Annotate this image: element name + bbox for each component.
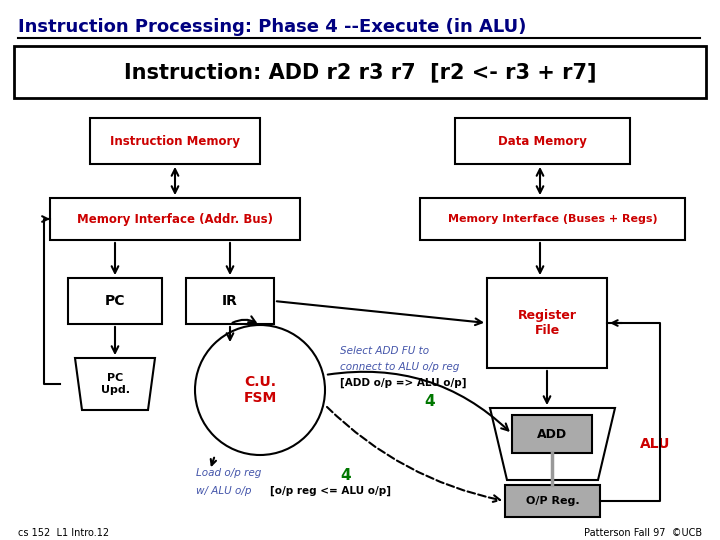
Text: C.U.
FSM: C.U. FSM bbox=[243, 375, 276, 405]
Bar bbox=[455, 118, 630, 164]
Text: w/ ALU o/p: w/ ALU o/p bbox=[196, 486, 255, 496]
Text: [o/p reg <= ALU o/p]: [o/p reg <= ALU o/p] bbox=[270, 486, 391, 496]
Text: ADD: ADD bbox=[537, 428, 567, 441]
Text: Memory Interface (Buses + Regs): Memory Interface (Buses + Regs) bbox=[448, 214, 657, 224]
Text: Load o/p reg: Load o/p reg bbox=[196, 468, 261, 478]
Bar bbox=[512, 415, 592, 453]
Polygon shape bbox=[490, 408, 615, 480]
Bar bbox=[487, 278, 607, 368]
Text: O/P Reg.: O/P Reg. bbox=[526, 496, 580, 506]
Text: Instruction: ADD r2 r3 r7  [r2 <- r3 + r7]: Instruction: ADD r2 r3 r7 [r2 <- r3 + r7… bbox=[124, 62, 596, 82]
Ellipse shape bbox=[195, 325, 325, 455]
Text: [ADD o/p => ALU o/p]: [ADD o/p => ALU o/p] bbox=[340, 378, 467, 388]
Text: ALU: ALU bbox=[640, 437, 670, 451]
Text: Instruction Memory: Instruction Memory bbox=[110, 134, 240, 147]
Polygon shape bbox=[75, 358, 155, 410]
Bar bbox=[50, 198, 300, 240]
Text: IR: IR bbox=[222, 294, 238, 308]
Bar bbox=[420, 198, 685, 240]
Text: Register
File: Register File bbox=[518, 309, 577, 337]
Bar bbox=[68, 278, 162, 324]
Text: 4: 4 bbox=[425, 394, 436, 409]
Text: Memory Interface (Addr. Bus): Memory Interface (Addr. Bus) bbox=[77, 213, 273, 226]
Text: connect to ALU o/p reg: connect to ALU o/p reg bbox=[340, 362, 459, 372]
Bar bbox=[186, 278, 274, 324]
Text: 4: 4 bbox=[340, 468, 351, 483]
Text: PC: PC bbox=[104, 294, 125, 308]
Text: Patterson Fall 97  ©UCB: Patterson Fall 97 ©UCB bbox=[584, 528, 702, 538]
Text: Select ADD FU to: Select ADD FU to bbox=[340, 346, 429, 356]
Text: cs 152  L1 Intro.12: cs 152 L1 Intro.12 bbox=[18, 528, 109, 538]
Text: PC
Upd.: PC Upd. bbox=[101, 373, 130, 395]
Bar bbox=[90, 118, 260, 164]
Text: Instruction Processing: Phase 4 --Execute (in ALU): Instruction Processing: Phase 4 --Execut… bbox=[18, 18, 526, 36]
Bar bbox=[505, 485, 600, 517]
Text: Data Memory: Data Memory bbox=[498, 134, 587, 147]
Bar bbox=[14, 46, 706, 98]
